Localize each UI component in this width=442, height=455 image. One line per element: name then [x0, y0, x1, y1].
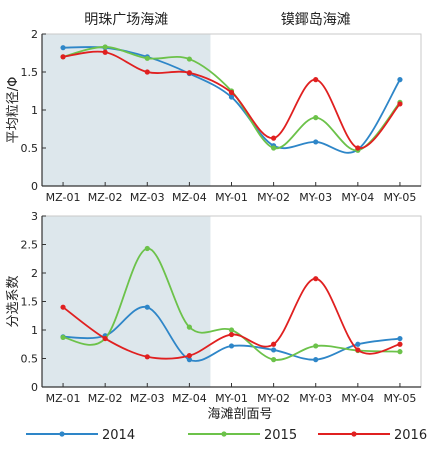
sorting-x-tick-label: MZ-03 [130, 392, 165, 405]
sorting-y-tick-label: 2.5 [21, 239, 39, 252]
mean-shaded-region [42, 34, 211, 186]
sorting-data-point-2015 [60, 334, 66, 341]
mean-x-tick-label: MZ-01 [46, 191, 81, 204]
sorting-x-tick-label: MY-01 [215, 392, 248, 405]
mean-grain-size-panel: 0 0.5 1 1.5 2 MZ-01 MZ-02 MZ-03 MZ-04 MY-01 MY-02 M… [6, 12, 422, 204]
sorting-data-point-2014 [144, 304, 150, 310]
sorting-x-tick-label: MY-02 [257, 392, 290, 405]
sorting-y-tick-label: 1 [31, 324, 38, 337]
legend-label-2016: 2016 [394, 428, 427, 443]
sorting-data-point-2015 [271, 357, 277, 363]
sorting-y-tick-label: 0.5 [21, 353, 39, 366]
sorting-shaded-region [42, 216, 211, 387]
sorting-x-tick-label: MY-03 [299, 392, 332, 405]
mean-data-point-2016 [313, 77, 319, 83]
mean-x-tick-label: MY-04 [341, 191, 374, 204]
legend-marker-2015 [221, 431, 227, 437]
sorting-data-point-2016 [228, 331, 235, 338]
legend-label-2014: 2014 [102, 428, 135, 443]
sorting-data-point-2016 [102, 335, 108, 342]
sorting-x-tick-label: MY-05 [384, 392, 417, 405]
mean-data-point-2016 [397, 101, 403, 107]
sorting-data-point-2016 [60, 304, 66, 310]
sorting-data-point-2016 [313, 276, 319, 282]
mean-x-tick-label: MY-03 [299, 191, 332, 204]
sorting-data-point-2015 [313, 343, 319, 349]
sorting-data-point-2014 [271, 347, 277, 353]
mean-data-point-2016 [271, 135, 277, 141]
mean-data-point-2015 [313, 115, 319, 121]
mean-data-point-2014 [313, 139, 319, 145]
sorting-data-point-2014 [313, 357, 319, 363]
sorting-data-point-2016 [397, 341, 403, 347]
mean-data-point-2016 [186, 70, 192, 76]
sorting-data-point-2014 [355, 341, 361, 347]
mean-data-point-2016 [60, 54, 66, 60]
sorting-y-tick-label: 3 [31, 210, 38, 223]
sorting-data-point-2014 [186, 357, 192, 363]
sorting-series-line-2015 [62, 247, 400, 361]
legend-label-2015: 2015 [264, 428, 297, 443]
region-label-my: 镆鎁岛海滩 [281, 12, 351, 28]
legend: 2014 2015 2016 [26, 428, 427, 443]
mean-series-line-2016 [62, 50, 401, 149]
sorting-data-point-2015 [228, 327, 235, 333]
mean-data-point-2016 [228, 89, 235, 96]
mean-data-point-2014 [60, 45, 66, 51]
mean-data-point-2015 [271, 145, 277, 151]
mean-data-point-2014 [228, 94, 235, 100]
mean-x-tick-label: MY-05 [384, 191, 417, 204]
sorting-x-tick-label: MZ-02 [88, 392, 123, 405]
mean-data-point-2016 [144, 69, 150, 75]
sorting-data-point-2016 [271, 341, 277, 347]
mean-y-tick-label: 0.5 [21, 142, 39, 155]
mean-data-point-2014 [397, 77, 403, 83]
sorting-x-tick-label: MZ-04 [172, 392, 207, 405]
mean-data-point-2016 [355, 145, 361, 151]
mean-y-tick-label: 0 [31, 180, 38, 193]
sorting-y-tick-label: 1.5 [21, 296, 39, 309]
mean-x-tick-label: MZ-02 [88, 191, 123, 204]
mean-data-point-2016 [102, 49, 108, 55]
sorting-coefficient-panel: 0 0.5 1 1.5 2 2.5 3 MZ-01 MZ-02 MZ-03 MZ-04 MY-01 MY… [6, 210, 422, 405]
mean-x-tick-label: MZ-04 [172, 191, 207, 204]
mean-y-tick-label: 2 [31, 28, 38, 41]
sorting-y-tick-label: 0 [31, 381, 38, 394]
mean-y-tick-label: 1.5 [21, 66, 39, 79]
sorting-y-axis-title: 分选系数 [6, 275, 21, 327]
mean-x-tick-label: MZ-03 [130, 191, 165, 204]
legend-marker-2014 [59, 431, 65, 437]
mean-x-tick-label: MY-02 [257, 191, 290, 204]
mean-y-tick-label: 1 [31, 104, 38, 117]
sorting-data-point-2015 [397, 349, 403, 355]
sorting-data-point-2016 [186, 353, 192, 359]
sorting-data-point-2015 [186, 324, 192, 330]
region-label-mz: 明珠广场海滩 [84, 12, 168, 28]
sorting-series-line-2016 [62, 277, 401, 360]
sorting-y-tick-label: 2 [31, 267, 38, 280]
mean-data-point-2015 [186, 56, 192, 62]
sorting-data-point-2014 [228, 343, 235, 349]
mean-y-axis-title: 平均粒径/Φ [6, 77, 21, 144]
legend-marker-2016 [351, 431, 357, 437]
mean-data-point-2015 [102, 44, 108, 50]
sorting-x-tick-label: MY-04 [341, 392, 374, 405]
x-axis-title: 海滩剖面号 [207, 407, 272, 422]
mean-x-tick-label: MY-01 [215, 191, 248, 204]
sorting-x-tick-label: MZ-01 [46, 392, 81, 405]
sorting-data-point-2014 [397, 335, 403, 342]
sorting-data-point-2016 [144, 354, 150, 360]
mean-data-point-2015 [144, 55, 150, 61]
sorting-data-point-2016 [355, 347, 361, 353]
sorting-data-point-2015 [144, 245, 150, 252]
